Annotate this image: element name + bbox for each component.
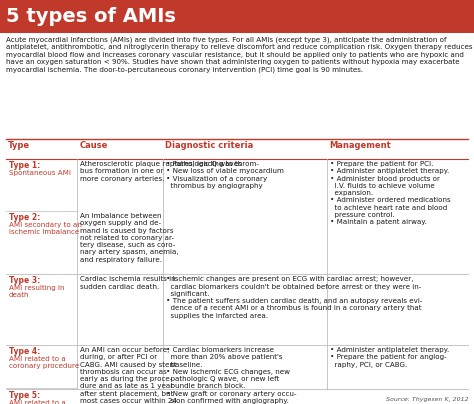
Text: Type 1:: Type 1: — [9, 161, 40, 170]
Text: AMI resulting in
death: AMI resulting in death — [9, 285, 64, 299]
Text: 5 types of AMIs: 5 types of AMIs — [6, 7, 175, 26]
Text: AMI secondary to an
ischemic imbalance: AMI secondary to an ischemic imbalance — [9, 222, 82, 235]
Text: • Administer antiplatelet therapy.
• Prepare the patient for angiog-
  raphy, PC: • Administer antiplatelet therapy. • Pre… — [330, 347, 449, 368]
Text: • Prepare the patient for PCI.
• Administer antiplatelet therapy.
• Administer b: • Prepare the patient for PCI. • Adminis… — [330, 161, 451, 225]
Text: Atherosclerotic plaque ruptures, leading to throm-
bus formation in one or
more : Atherosclerotic plaque ruptures, leading… — [80, 161, 259, 182]
Text: Cardiac ischemia results in
sudden cardiac death.: Cardiac ischemia results in sudden cardi… — [80, 276, 176, 290]
Text: Type: Type — [8, 141, 30, 150]
Text: • Cardiac biomarkers increase
  more than 20% above patient's
  baseline.
• New : • Cardiac biomarkers increase more than … — [166, 347, 296, 404]
Text: An AMI can occur before,
during, or after PCI or
CABG. AMI caused by stent
throm: An AMI can occur before, during, or afte… — [80, 347, 177, 404]
Text: Source: Thygesen K, 2012: Source: Thygesen K, 2012 — [386, 397, 468, 402]
Text: Acute myocardial infarctions (AMIs) are divided into five types. For all AMIs (e: Acute myocardial infarctions (AMIs) are … — [6, 36, 472, 74]
Text: • Ischemic changes are present on ECG with cardiac arrest; however,
  cardiac bi: • Ischemic changes are present on ECG wi… — [166, 276, 422, 319]
Text: Type 4:: Type 4: — [9, 347, 40, 356]
Text: Diagnostic criteria: Diagnostic criteria — [165, 141, 254, 150]
Text: Spontaneous AMI: Spontaneous AMI — [9, 170, 71, 176]
Text: Type 3:: Type 3: — [9, 276, 40, 285]
Text: An imbalance between
oxygen supply and de-
mand is caused by factors
not related: An imbalance between oxygen supply and d… — [80, 213, 179, 263]
Text: AMI related to a
coronary artery by-
pass grafting (CABG): AMI related to a coronary artery by- pas… — [9, 400, 82, 404]
Text: • Pathologic Q waves
• New loss of viable myocardium
• Visualization of a corona: • Pathologic Q waves • New loss of viabl… — [166, 161, 284, 189]
Text: Type 2:: Type 2: — [9, 213, 40, 222]
Text: Management: Management — [329, 141, 392, 150]
Text: Cause: Cause — [80, 141, 108, 150]
Text: Type 5:: Type 5: — [9, 391, 40, 400]
Text: AMI related to a
coronary procedure: AMI related to a coronary procedure — [9, 356, 79, 369]
